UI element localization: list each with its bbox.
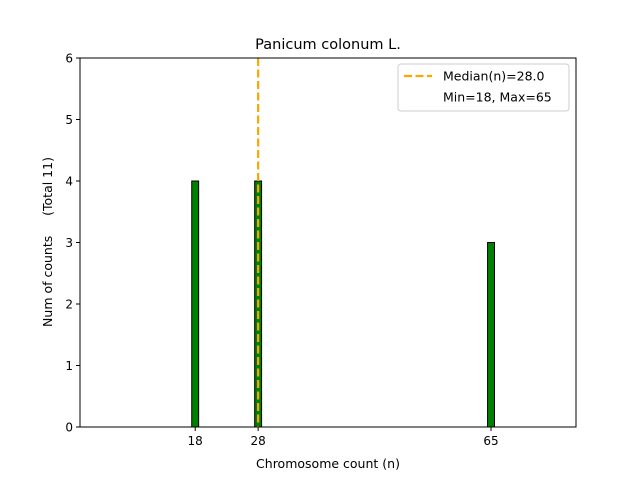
chart-title: Panicum colonum L. (255, 37, 401, 53)
y-tick-label: 1 (65, 359, 73, 373)
y-tick-label: 2 (65, 298, 73, 312)
x-axis-label: Chromosome count (n) (256, 456, 400, 471)
y-tick-label: 0 (65, 421, 73, 435)
x-tick-label: 18 (188, 434, 203, 448)
y-tick-label: 6 (65, 52, 73, 66)
plot-frame (79, 57, 577, 428)
y-tick-label: 3 (65, 236, 73, 250)
legend: Median(n)=28.0 Min=18, Max=65 (397, 63, 570, 112)
bar (487, 242, 495, 428)
legend-median-label: Median(n)=28.0 (443, 69, 544, 84)
legend-minmax-label: Min=18, Max=65 (443, 90, 552, 105)
y-tick-label: 4 (65, 175, 73, 189)
x-tick-label: 28 (250, 434, 265, 448)
bar (191, 180, 200, 428)
legend-box (397, 63, 570, 112)
y-tick-label: 5 (65, 113, 73, 127)
x-tick-label: 65 (483, 434, 498, 448)
y-axis-label: Num of counts (Total 11) (40, 157, 55, 327)
